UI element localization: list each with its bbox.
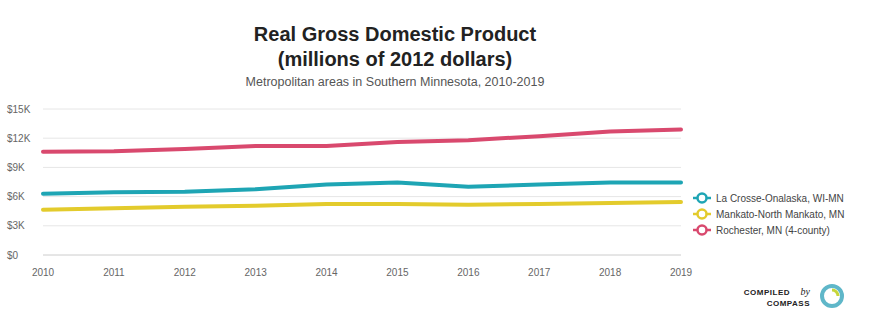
- x-tick-label: 2019: [670, 267, 693, 278]
- logo-text: COMPASS: [767, 299, 811, 308]
- chart-container: Real Gross Domestic Product (millions of …: [0, 0, 873, 315]
- subtitle: (millions of 2012 dollars): [278, 48, 513, 70]
- legend: La Crosse-Onalaska, WI-MN Mankato-North M…: [693, 193, 844, 236]
- legend-marker: [698, 210, 707, 219]
- logo-text: COMPILED: [744, 288, 790, 297]
- y-tick-label: $0: [7, 250, 19, 261]
- x-tick-label: 2012: [174, 267, 197, 278]
- y-tick-label: $15K: [7, 104, 31, 115]
- x-tick-label: 2017: [528, 267, 551, 278]
- logo-arc: [832, 290, 838, 296]
- series-line: [43, 182, 681, 193]
- title: Real Gross Domestic Product: [254, 23, 537, 45]
- y-tick-label: $9K: [7, 162, 25, 173]
- grid-line: [43, 167, 681, 168]
- caption: Metropolitan areas in Southern Minnesota…: [246, 75, 545, 89]
- x-tick-label: 2015: [386, 267, 409, 278]
- lines: [43, 129, 681, 209]
- grid-line: [43, 196, 681, 197]
- grid-line: [43, 138, 681, 139]
- legend-label: Rochester, MN (4-county): [716, 225, 830, 236]
- y-tick-label: $12K: [7, 133, 31, 144]
- legend-marker: [698, 194, 707, 203]
- x-tick-label: 2016: [457, 267, 480, 278]
- logo-ring: [822, 286, 842, 306]
- grid-line: [43, 225, 681, 226]
- grid-line: [43, 109, 681, 110]
- x-tick-label: 2011: [103, 267, 125, 278]
- y-tick-label: $3K: [7, 220, 25, 231]
- x-tick-label: 2010: [32, 267, 55, 278]
- y-tick-label: $6K: [7, 191, 25, 202]
- series-line: [43, 202, 681, 210]
- series-line: [43, 129, 681, 151]
- legend-label: La Crosse-Onalaska, WI-MN: [716, 193, 844, 204]
- x-tick-label: 2013: [245, 267, 268, 278]
- y-axis: $0 $3K $6K $9K $12K $15K: [7, 104, 681, 261]
- legend-label: Mankato-North Mankato, MN: [716, 209, 844, 220]
- grid-line: [43, 255, 681, 256]
- logo: COMPILED by COMPASS: [744, 286, 842, 308]
- logo-text: by: [801, 286, 811, 297]
- legend-marker: [698, 226, 707, 235]
- x-axis: 2010 2011 2012 2013 2014 2015 2016 2017 2018 2019: [32, 267, 693, 278]
- x-tick-label: 2014: [315, 267, 338, 278]
- chart-svg: Real Gross Domestic Product (millions of …: [0, 0, 873, 315]
- x-tick-label: 2018: [599, 267, 622, 278]
